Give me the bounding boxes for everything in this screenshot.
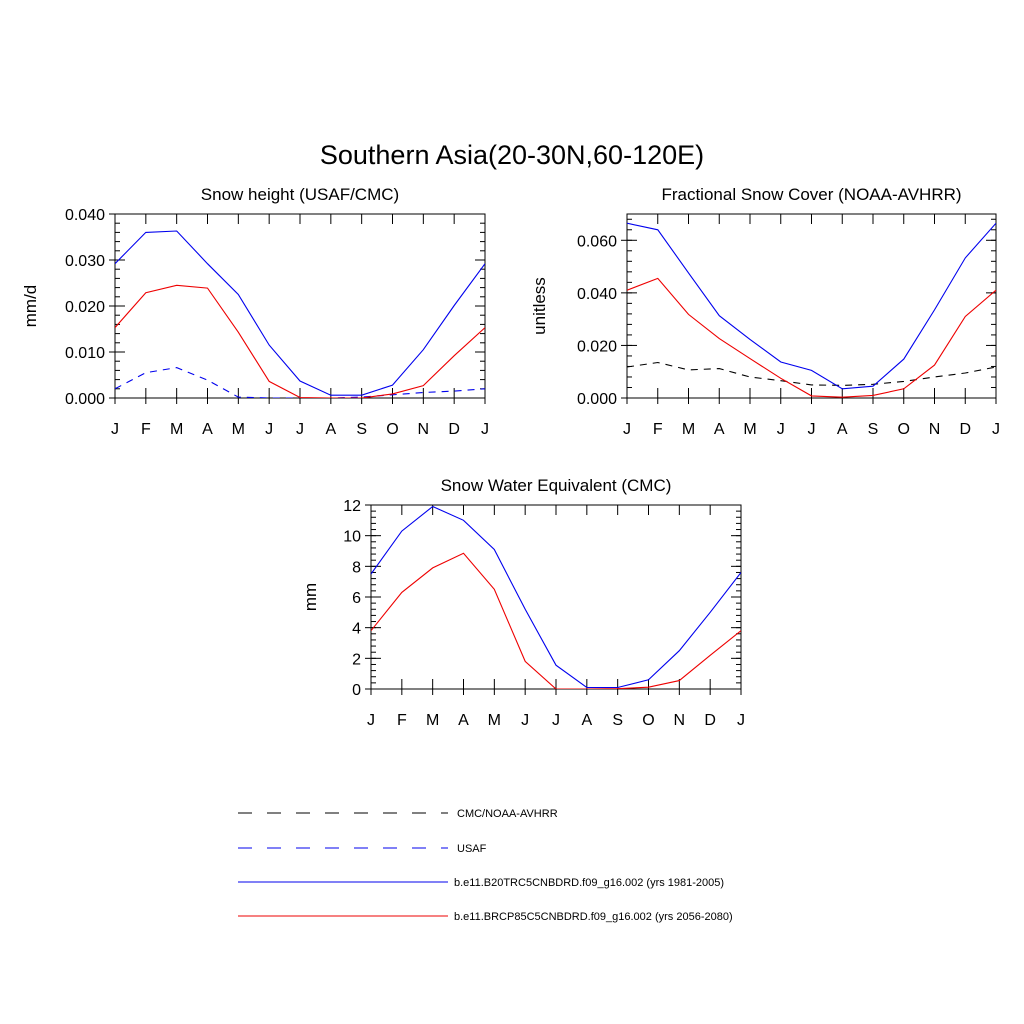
- y-tick-label: 0.030: [65, 253, 105, 270]
- x-tick-label: J: [552, 712, 560, 729]
- x-tick-label: J: [296, 421, 304, 438]
- x-tick-label: J: [808, 421, 816, 438]
- x-tick-label: M: [682, 421, 695, 438]
- y-axis-label: unitless: [530, 277, 549, 335]
- x-tick-label: O: [386, 421, 398, 438]
- x-tick-label: J: [992, 421, 1000, 438]
- x-tick-label: A: [581, 712, 592, 729]
- x-tick-label: A: [458, 712, 469, 729]
- x-tick-label: A: [202, 421, 213, 438]
- x-tick-label: J: [777, 421, 785, 438]
- x-tick-label: J: [521, 712, 529, 729]
- legend-label-future: b.e11.BRCP85C5CNBDRD.f09_g16.002 (yrs 20…: [454, 911, 733, 923]
- series-line-future: [627, 277, 996, 398]
- x-tick-label: M: [426, 712, 439, 729]
- series-line-future: [115, 284, 485, 398]
- y-tick-label: 0.000: [65, 391, 105, 408]
- y-tick-label: 0: [352, 682, 361, 699]
- y-tick-label: 0.000: [577, 391, 617, 408]
- legend-label-usaf: USAF: [457, 843, 487, 855]
- y-tick-label: 6: [352, 590, 361, 607]
- series-line-hist: [115, 230, 485, 396]
- x-tick-label: O: [898, 421, 910, 438]
- x-tick-label: D: [448, 421, 460, 438]
- legend-label-hist: b.e11.B20TRC5CNBDRD.f09_g16.002 (yrs 198…: [454, 877, 724, 889]
- x-tick-label: S: [356, 421, 367, 438]
- chart-panel-2: Fractional Snow Cover (NOAA-AVHRR) unitle…: [530, 185, 1000, 438]
- x-tick-label: F: [397, 712, 407, 729]
- x-tick-label: S: [868, 421, 879, 438]
- x-tick-label: D: [959, 421, 971, 438]
- x-tick-label: N: [929, 421, 941, 438]
- series-line-obs: [627, 361, 996, 386]
- x-tick-label: S: [612, 712, 623, 729]
- y-tick-label: 0.010: [65, 345, 105, 362]
- x-tick-label: J: [623, 421, 631, 438]
- plot-frame: [114, 213, 486, 399]
- x-tick-label: D: [704, 712, 716, 729]
- x-tick-label: N: [418, 421, 430, 438]
- x-tick-label: A: [325, 421, 336, 438]
- panel-title: Snow height (USAF/CMC): [201, 185, 399, 204]
- y-tick-label: 0.020: [577, 338, 617, 355]
- x-tick-label: M: [232, 421, 245, 438]
- plot-frame: [370, 504, 742, 690]
- x-tick-label: F: [141, 421, 151, 438]
- y-tick-label: 12: [343, 498, 361, 515]
- y-axis-label: mm: [301, 583, 320, 611]
- x-tick-label: A: [714, 421, 725, 438]
- x-tick-label: O: [642, 712, 654, 729]
- x-tick-label: M: [743, 421, 756, 438]
- x-tick-label: M: [488, 712, 501, 729]
- y-axis-label: mm/d: [21, 285, 40, 328]
- series-line-hist: [627, 222, 996, 390]
- y-tick-label: 0.020: [65, 299, 105, 316]
- series-line-hist: [371, 505, 741, 689]
- x-tick-label: A: [837, 421, 848, 438]
- x-tick-label: J: [265, 421, 273, 438]
- figure-title: Southern Asia(20-30N,60-120E): [320, 140, 704, 170]
- x-tick-label: M: [170, 421, 183, 438]
- series-line-usaf: [115, 367, 485, 398]
- legend: CMC/NOAA-AVHRR USAF b.e11.B20TRC5CNBDRD.f0…: [238, 808, 733, 923]
- x-tick-label: J: [737, 712, 745, 729]
- series-line-future: [371, 552, 741, 689]
- chart-panel-3: Snow Water Equivalent (CMC) mm J F M A M J J A S O N…: [301, 476, 745, 729]
- x-tick-label: J: [481, 421, 489, 438]
- y-tick-label: 0.040: [65, 207, 105, 224]
- y-tick-label: 10: [343, 529, 361, 546]
- y-tick-label: 4: [352, 621, 361, 638]
- x-tick-label: J: [111, 421, 119, 438]
- y-tick-label: 2: [352, 651, 361, 668]
- panel-title: Snow Water Equivalent (CMC): [441, 476, 672, 495]
- y-tick-label: 0.060: [577, 233, 617, 250]
- y-tick-label: 8: [352, 559, 361, 576]
- panel-title: Fractional Snow Cover (NOAA-AVHRR): [661, 185, 961, 204]
- y-tick-label: 0.040: [577, 286, 617, 303]
- x-tick-label: J: [367, 712, 375, 729]
- x-tick-label: F: [653, 421, 663, 438]
- chart-panel-1: Snow height (USAF/CMC)mm/dJ F M A M J J A S O N D J0…: [21, 185, 489, 438]
- x-tick-label: N: [674, 712, 686, 729]
- legend-label-obs: CMC/NOAA-AVHRR: [457, 808, 558, 820]
